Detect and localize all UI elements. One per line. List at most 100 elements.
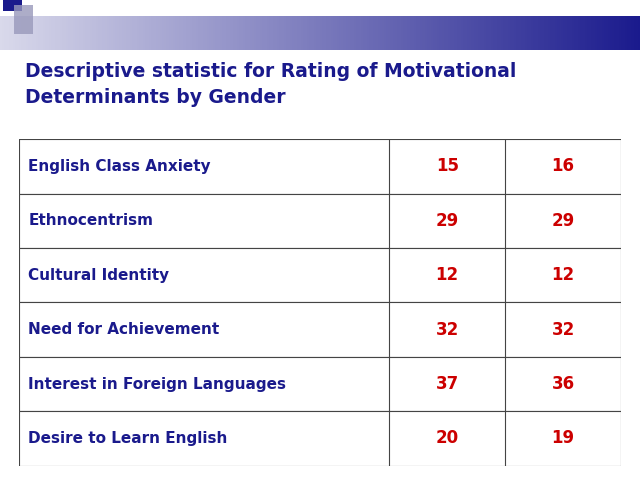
Bar — [476, 16, 478, 50]
Bar — [147, 16, 149, 50]
Bar — [122, 16, 124, 50]
Bar — [322, 16, 324, 50]
Bar — [403, 16, 405, 50]
Bar — [555, 16, 557, 50]
Bar — [81, 16, 83, 50]
Bar — [286, 16, 288, 50]
Bar — [126, 16, 128, 50]
Bar — [510, 16, 512, 50]
Bar — [64, 16, 66, 50]
Bar — [8, 16, 11, 50]
Bar — [100, 16, 102, 50]
Bar — [303, 16, 305, 50]
Bar — [154, 16, 156, 50]
Bar — [493, 16, 495, 50]
Bar — [60, 16, 62, 50]
Bar — [399, 16, 401, 50]
Bar — [491, 16, 493, 50]
Bar — [420, 16, 422, 50]
Bar — [239, 16, 241, 50]
Bar — [113, 16, 115, 50]
Bar — [587, 16, 589, 50]
Bar — [40, 16, 43, 50]
Bar — [264, 16, 267, 50]
Bar — [523, 16, 525, 50]
Bar — [414, 16, 416, 50]
Bar — [296, 16, 299, 50]
Bar — [134, 16, 136, 50]
Bar — [166, 16, 168, 50]
Bar — [557, 16, 559, 50]
Bar — [120, 16, 122, 50]
Bar — [501, 16, 504, 50]
Bar — [480, 16, 482, 50]
Bar — [604, 16, 606, 50]
Bar — [610, 16, 612, 50]
Bar — [19, 193, 621, 248]
Bar — [290, 16, 292, 50]
Bar — [13, 16, 15, 50]
Bar — [19, 357, 621, 411]
Bar — [294, 16, 296, 50]
Bar — [371, 16, 373, 50]
Bar — [17, 16, 19, 50]
Bar — [66, 16, 68, 50]
Bar — [373, 16, 376, 50]
Bar — [326, 16, 328, 50]
Bar — [4, 16, 6, 50]
Text: English Class Anxiety: English Class Anxiety — [28, 159, 211, 174]
Bar — [19, 16, 21, 50]
Bar — [250, 16, 252, 50]
Bar — [104, 16, 107, 50]
Bar — [348, 16, 350, 50]
Bar — [516, 16, 518, 50]
Bar — [454, 16, 456, 50]
Bar — [213, 16, 216, 50]
Bar — [19, 139, 621, 193]
Bar — [452, 16, 454, 50]
Bar — [288, 16, 290, 50]
Bar — [85, 16, 88, 50]
Bar — [612, 16, 614, 50]
Bar — [175, 16, 177, 50]
Bar — [30, 16, 32, 50]
Bar — [0, 16, 2, 50]
Bar — [429, 16, 431, 50]
Bar — [600, 16, 602, 50]
Bar — [384, 16, 386, 50]
Bar — [636, 16, 638, 50]
Bar — [386, 16, 388, 50]
Bar — [47, 16, 49, 50]
Bar — [390, 16, 392, 50]
Bar — [499, 16, 501, 50]
Bar — [518, 16, 520, 50]
Bar — [301, 16, 303, 50]
Text: 32: 32 — [552, 321, 575, 338]
Text: 16: 16 — [552, 157, 575, 175]
Bar — [124, 16, 126, 50]
Bar — [629, 16, 632, 50]
Bar — [504, 16, 506, 50]
Bar — [358, 16, 360, 50]
Bar — [484, 16, 486, 50]
Bar — [632, 16, 634, 50]
Bar — [222, 16, 224, 50]
Bar — [520, 16, 523, 50]
Bar — [184, 16, 186, 50]
Bar — [228, 16, 230, 50]
Bar — [267, 16, 269, 50]
Bar — [341, 16, 344, 50]
Bar — [171, 16, 173, 50]
Bar — [49, 16, 51, 50]
Bar — [98, 16, 100, 50]
Bar — [339, 16, 341, 50]
Bar — [62, 16, 64, 50]
Bar — [203, 16, 205, 50]
Bar — [561, 16, 563, 50]
Bar — [181, 16, 184, 50]
Bar — [495, 16, 497, 50]
Bar — [79, 16, 81, 50]
Bar — [248, 16, 250, 50]
Bar — [397, 16, 399, 50]
Bar — [21, 16, 24, 50]
